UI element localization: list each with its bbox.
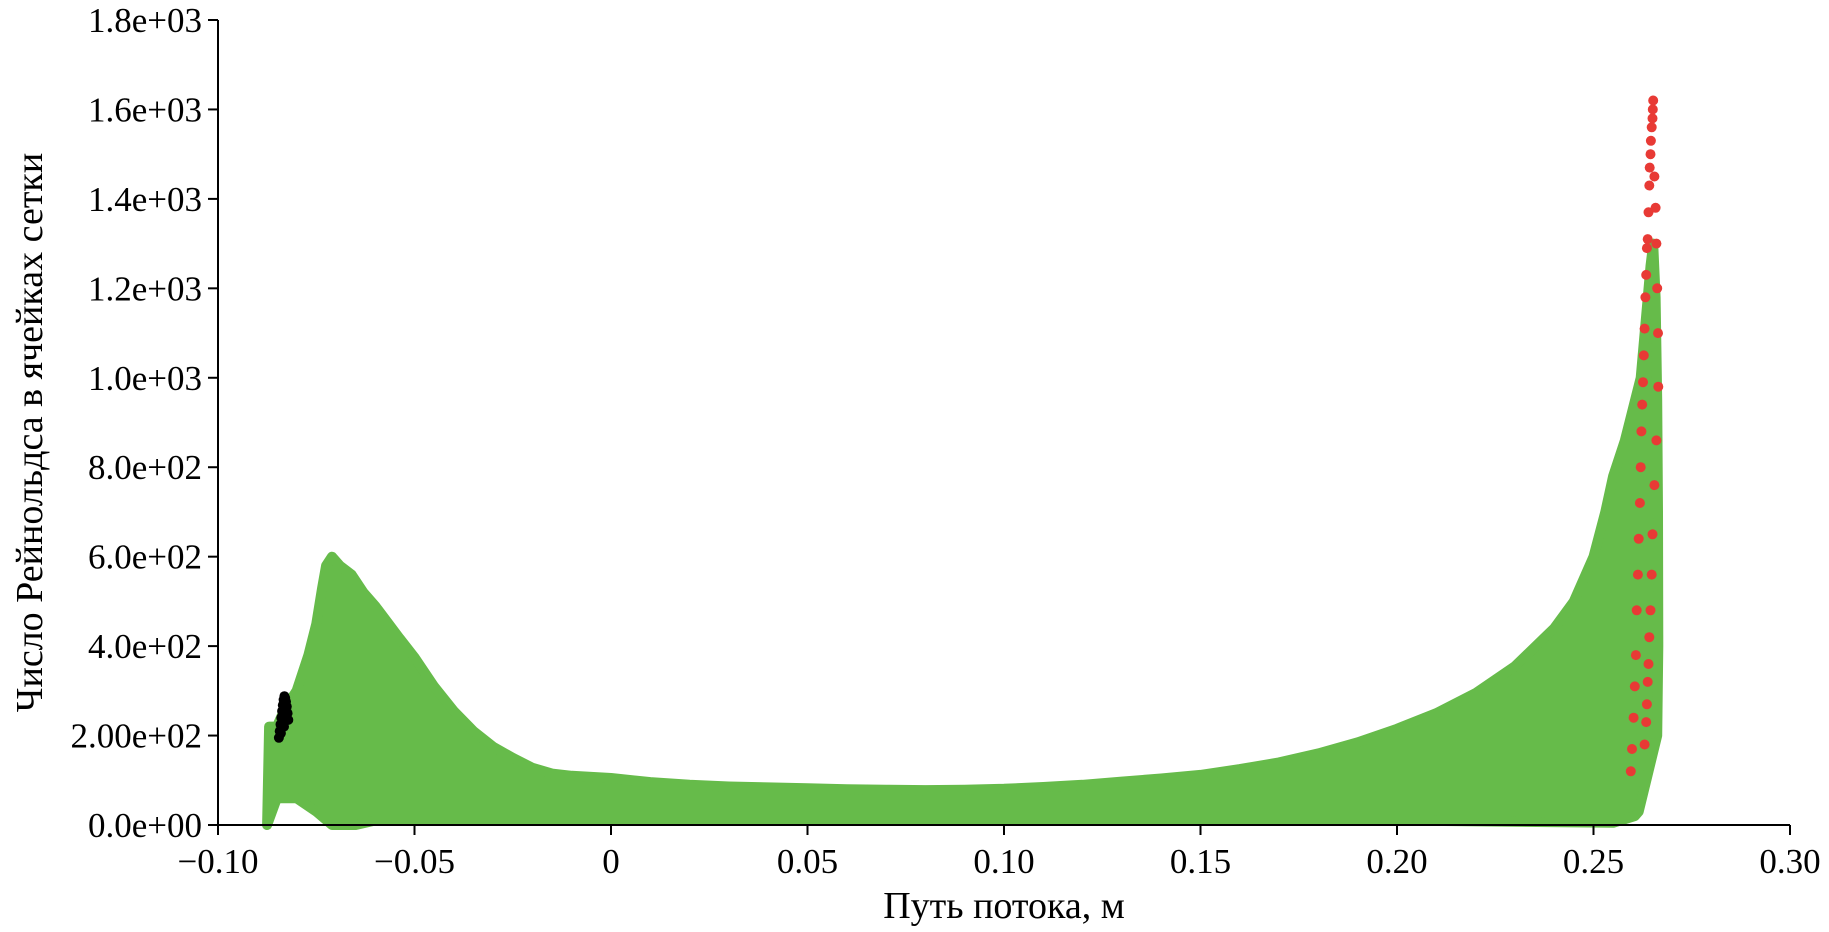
series-0-point (1642, 234, 1653, 245)
series-0-point (1638, 377, 1648, 388)
y-tick-label: 1.6e+03 (88, 90, 202, 129)
y-tick-label: 1.4e+03 (88, 180, 202, 219)
series-0-point (1627, 744, 1637, 754)
y-tick-label: 0.0e+00 (88, 806, 202, 845)
series-0-point (1642, 676, 1653, 687)
x-axis-ticks: −0.10 −0.05 0 0.05 0.10 0.15 0.20 0.25 0.30 (178, 825, 1821, 881)
series-0-point (1643, 207, 1654, 218)
series-0-point (1633, 533, 1644, 544)
series-0-point (1644, 180, 1655, 191)
series-1 (273, 691, 294, 743)
series-0-point (1647, 113, 1658, 124)
series-0-point (1645, 605, 1656, 616)
series-0-point (1647, 104, 1658, 115)
x-tick-label: −0.05 (374, 842, 455, 881)
series-0-point (1628, 712, 1639, 723)
series-0-point (1649, 480, 1660, 491)
series-0-point (1641, 717, 1652, 728)
series-0-point (1646, 122, 1657, 133)
y-tick-label: 6.0e+02 (88, 538, 202, 577)
series-0-point (1645, 135, 1656, 146)
series-0-point (1650, 202, 1661, 213)
series-0-point (1651, 435, 1662, 446)
series-0-point (1644, 162, 1655, 173)
series-1-point (279, 721, 289, 732)
x-tick-label: 0.30 (1759, 842, 1820, 881)
y-axis-ticks: 0.0e+00 2.00e+02 4.0e+02 6.0e+02 8.0e+02 1.0e… (70, 1, 218, 845)
y-tick-label: 2.00e+02 (70, 717, 202, 756)
series-0-point (1637, 399, 1648, 410)
y-axis-title: Число Рейнольдса в ячейках сетки (9, 153, 51, 712)
series-0-point (1646, 569, 1657, 580)
series-2 (262, 238, 1664, 830)
series-0-point (1636, 426, 1647, 437)
x-tick-label: 0.25 (1563, 842, 1624, 881)
series-0-point (1641, 243, 1652, 254)
x-tick-label: 0 (602, 842, 620, 881)
y-tick-label: 1.8e+03 (88, 1, 202, 40)
series-0-point (1652, 283, 1663, 294)
series-0-point (1632, 569, 1643, 580)
series-0-point (1639, 739, 1650, 750)
x-axis-title: Путь потока, м (883, 885, 1125, 927)
series-0-point (1635, 462, 1646, 473)
series-0-point (1631, 605, 1642, 616)
series-0-point (1644, 632, 1655, 643)
series-0-point (1651, 238, 1662, 249)
plot-area (262, 95, 1664, 830)
series-0 (1625, 95, 1664, 777)
series-0-point (1645, 149, 1656, 160)
series-0-point (1641, 269, 1652, 280)
series-0-point (1648, 95, 1659, 106)
x-tick-label: −0.10 (178, 842, 259, 881)
y-tick-label: 4.0e+02 (88, 627, 202, 666)
series-0-point (1641, 699, 1652, 710)
x-tick-label: 0.05 (777, 842, 838, 881)
y-tick-label: 1.2e+03 (88, 269, 202, 308)
series-0-point (1653, 328, 1663, 339)
x-tick-label: 0.10 (973, 842, 1034, 881)
series-0-point (1634, 498, 1645, 508)
series-0-point (1647, 529, 1658, 540)
series-0-point (1640, 292, 1651, 303)
series-0-point (1625, 766, 1636, 777)
y-tick-label: 8.0e+02 (88, 448, 202, 487)
series-0-point (1638, 350, 1649, 361)
series-0-point (1643, 659, 1654, 669)
x-tick-label: 0.15 (1170, 842, 1231, 881)
series-0-point (1639, 323, 1650, 334)
x-tick-label: 0.20 (1366, 842, 1427, 881)
series-0-point (1649, 171, 1660, 182)
series-0-point (1630, 650, 1641, 661)
y-tick-label: 1.0e+03 (88, 359, 202, 398)
series-0-point (1653, 381, 1664, 392)
series-0-point (1629, 681, 1640, 692)
series-2-point-cloud (262, 238, 1664, 830)
